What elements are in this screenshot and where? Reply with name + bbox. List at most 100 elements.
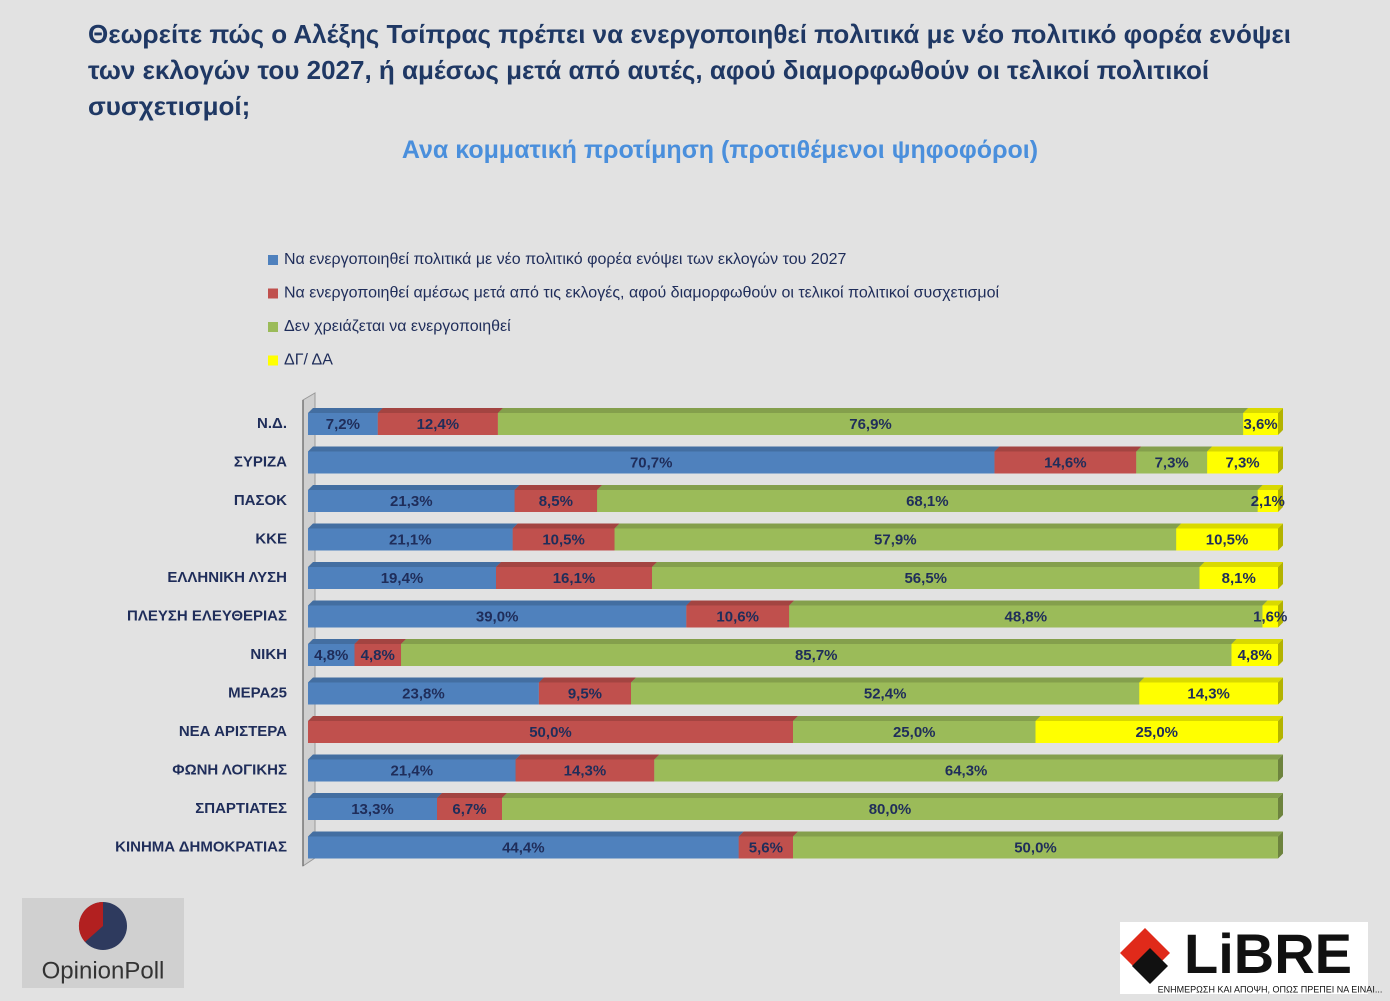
value-label: 50,0% (529, 724, 572, 741)
value-label: 48,8% (1005, 608, 1048, 625)
bar-top (308, 446, 1000, 452)
bar (308, 567, 496, 589)
bar (308, 682, 539, 705)
bar (437, 798, 502, 820)
bar-top (1176, 523, 1283, 529)
value-label: 14,3% (564, 762, 607, 779)
value-label: 7,2% (326, 416, 360, 433)
bar (308, 413, 378, 435)
value-label: 25,0% (893, 724, 936, 741)
legend-swatch (268, 355, 278, 366)
logo-text: LiBRE (1184, 922, 1352, 985)
bar (1176, 528, 1278, 551)
bar-top (308, 677, 544, 683)
bar-top (401, 639, 1237, 644)
value-label: 25,0% (1135, 724, 1178, 741)
bar-top (654, 754, 1283, 760)
value-label: 76,9% (849, 416, 892, 433)
value-label: 12,4% (417, 416, 460, 433)
legend-label: Δεν χρειάζεται να ενεργοποιηθεί (284, 318, 511, 335)
bar (1231, 644, 1278, 666)
bar (789, 605, 1263, 628)
value-label: 10,6% (716, 608, 759, 625)
bar (994, 451, 1137, 474)
bar-top (308, 600, 692, 606)
category-label: ΣΥΡΙΖΑ (234, 453, 287, 470)
bar-top (502, 793, 1283, 798)
category-label: ΠΑΣΟΚ (234, 492, 287, 509)
bar-top (1136, 446, 1213, 452)
legend-swatch (268, 288, 278, 299)
bar (1035, 721, 1278, 743)
bar (654, 759, 1278, 782)
bar (1139, 682, 1278, 705)
legend-label: Να ενεργοποιηθεί πολιτικά με νέο πολιτικ… (284, 251, 846, 268)
bar-side (1278, 485, 1283, 512)
bar-top (497, 408, 1249, 413)
bar (793, 836, 1278, 859)
bar-top (437, 793, 507, 798)
bar (401, 644, 1232, 666)
category-label: ΝΕΑ ΑΡΙΣΤΕΡΑ (179, 723, 287, 740)
value-label: 4,8% (314, 647, 348, 664)
bar-top (1231, 639, 1283, 644)
bar (308, 528, 513, 551)
value-label: 52,4% (864, 685, 907, 702)
bar-side (1278, 793, 1283, 820)
bar (308, 451, 995, 474)
bar (1199, 567, 1278, 589)
bar-top (308, 754, 521, 760)
bar-top (308, 562, 501, 567)
bar-side (1278, 831, 1283, 859)
bar (686, 605, 790, 628)
bar-top (686, 600, 795, 606)
bar-top (793, 831, 1283, 837)
category-label: ΚΙΝΗΜΑ ΔΗΜΟΚΡΑΤΙΑΣ (115, 838, 287, 855)
value-label: 16,1% (553, 570, 596, 587)
value-label: 85,7% (795, 647, 838, 664)
value-label: 80,0% (869, 801, 912, 818)
value-label: 70,7% (630, 454, 673, 471)
bar-top (354, 639, 407, 644)
value-label: 44,4% (502, 839, 545, 856)
bar-side (1278, 446, 1283, 474)
category-label: ΦΩΝΗ ΛΟΓΙΚΗΣ (172, 761, 287, 778)
bar (1207, 451, 1278, 474)
value-label: 19,4% (381, 570, 424, 587)
legend-label: Να ενεργοποιηθεί αμέσως μετά από τις εκλ… (284, 285, 999, 302)
bar-top (652, 562, 1205, 567)
bar-top (614, 523, 1182, 529)
value-label: 2,1% (1251, 493, 1285, 510)
value-label: 8,5% (539, 493, 573, 510)
bar-side (1278, 639, 1283, 666)
legend-swatch (268, 322, 278, 332)
category-label: ΣΠΑΡΤΙΑΤΕΣ (195, 800, 287, 817)
bar (652, 567, 1200, 589)
bar (308, 644, 355, 666)
value-label: 68,1% (906, 493, 949, 510)
category-label: ΝΙΚΗ (250, 646, 287, 663)
bar (512, 528, 615, 551)
value-label: 10,5% (542, 531, 585, 548)
value-label: 21,1% (389, 531, 432, 548)
category-label: ΚΚΕ (255, 530, 287, 547)
value-label: 6,7% (452, 801, 486, 818)
bar (308, 605, 687, 628)
legend-label: ΔΓ/ ΔΑ (284, 352, 333, 369)
bar-top (308, 793, 443, 798)
bar (597, 490, 1258, 512)
category-label: Ν.Δ. (257, 415, 287, 432)
bar (515, 759, 655, 782)
bar (308, 721, 793, 743)
bar (1243, 413, 1278, 435)
bar (793, 721, 1036, 743)
value-label: 10,5% (1206, 531, 1249, 548)
bar (631, 682, 1140, 705)
bar-side (1278, 408, 1283, 435)
bar-top (377, 408, 503, 413)
bar-top (1207, 446, 1283, 452)
value-label: 9,5% (568, 685, 602, 702)
logo-text: OpinionPoll (42, 957, 165, 984)
